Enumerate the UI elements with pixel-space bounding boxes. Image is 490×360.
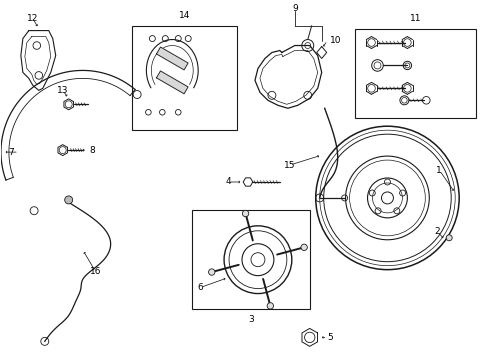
- Text: 2: 2: [435, 227, 440, 236]
- Bar: [132, 26, 237, 130]
- Text: 8: 8: [90, 145, 96, 154]
- Text: 7: 7: [8, 148, 14, 157]
- Circle shape: [267, 303, 273, 309]
- Text: 13: 13: [57, 86, 69, 95]
- Text: 12: 12: [27, 14, 39, 23]
- Polygon shape: [156, 47, 188, 70]
- Circle shape: [446, 235, 452, 241]
- Text: 6: 6: [197, 283, 203, 292]
- Text: 9: 9: [292, 4, 298, 13]
- Circle shape: [301, 244, 307, 251]
- Text: 1: 1: [437, 166, 442, 175]
- Circle shape: [209, 269, 215, 275]
- Text: 4: 4: [225, 177, 231, 186]
- Text: 11: 11: [410, 14, 421, 23]
- Text: 3: 3: [248, 315, 254, 324]
- Text: 10: 10: [330, 36, 341, 45]
- Circle shape: [65, 196, 73, 204]
- Text: 15: 15: [284, 161, 295, 170]
- Polygon shape: [156, 71, 188, 94]
- Text: 16: 16: [90, 267, 101, 276]
- Bar: [192, 210, 310, 310]
- Text: 5: 5: [327, 333, 333, 342]
- Text: 14: 14: [179, 11, 191, 20]
- Bar: [355, 28, 476, 118]
- Circle shape: [243, 210, 249, 217]
